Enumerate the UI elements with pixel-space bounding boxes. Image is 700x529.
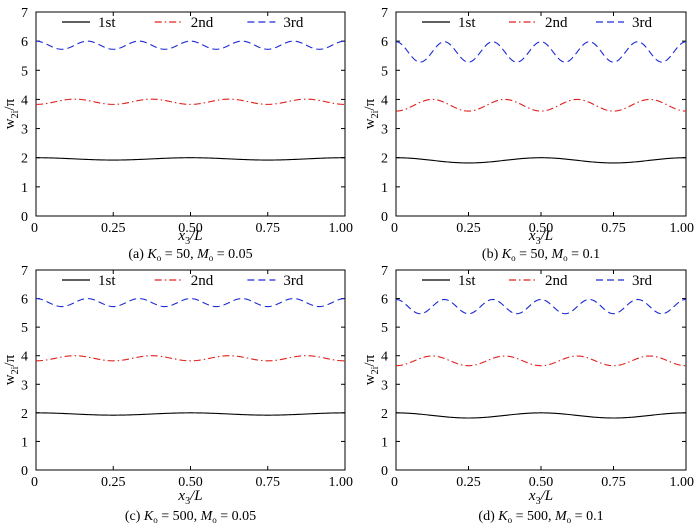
plot-frame	[35, 11, 346, 217]
x-tick-label: 0.25	[101, 475, 126, 490]
y-tick-label: 0	[21, 210, 28, 225]
legend-label-1st: 1st	[98, 15, 116, 31]
series-line-1st	[395, 157, 687, 164]
x-tick-label: 0.75	[256, 221, 281, 236]
x-tick-label: 0.75	[601, 221, 626, 236]
x-tick-label: 1.00	[670, 221, 695, 236]
x-axis-label: x3/L	[528, 488, 553, 507]
legend-label-2nd: 2nd	[191, 15, 214, 31]
x-tick-label: 0.50	[178, 475, 203, 490]
y-tick-label: 2	[381, 407, 388, 422]
y-tick-label: 1	[381, 181, 388, 196]
x-axis-label: x3/L	[177, 228, 202, 247]
y-tick-label: 5	[21, 321, 28, 336]
series-line-2nd	[395, 98, 687, 112]
y-tick-label: 3	[21, 123, 28, 138]
y-tick-label: 7	[381, 264, 388, 279]
y-tick-label: 3	[381, 378, 388, 393]
legend-label-2nd: 2nd	[191, 273, 214, 289]
y-tick-label: 4	[381, 350, 388, 365]
legend-label-1st: 1st	[458, 15, 476, 31]
panel-b: 0 1 2 3 4 5 6 7 0 0.25 0.50 0.75 1.00 1st 2nd 3rd w2i/π x…	[362, 6, 694, 263]
x-tick-label: 0.25	[456, 221, 481, 236]
y-tick-label: 2	[21, 152, 28, 167]
panel-a: 0 1 2 3 4 5 6 7 0 0.25 0.50 0.75 1.00 1st 2nd 3rd w2i/π x…	[2, 6, 353, 263]
panel-caption: (d) Ko = 500, Mo = 0.1	[478, 509, 603, 525]
x-tick-label: 0	[391, 475, 398, 490]
y-tick-label: 2	[381, 152, 388, 167]
plot-frame	[395, 269, 687, 471]
y-tick-label: 1	[21, 435, 28, 450]
series-line-1st	[396, 412, 686, 419]
x-tick-label: 1.00	[329, 475, 354, 490]
series-line-2nd	[35, 98, 346, 105]
y-tick-label: 0	[21, 464, 28, 479]
y-tick-label: 6	[21, 293, 28, 308]
y-tick-label: 1	[381, 435, 388, 450]
y-axis-label: w2i/π	[362, 98, 381, 129]
x-tick-label: 0.25	[456, 475, 481, 490]
y-tick-label: 6	[381, 35, 388, 50]
panel-caption: (c) Ko = 500, Mo = 0.05	[125, 509, 256, 525]
y-tick-label: 0	[381, 464, 388, 479]
y-axis-label: w2i/π	[2, 354, 21, 385]
y-tick-label: 2	[21, 407, 28, 422]
y-tick-label: 4	[381, 93, 388, 108]
x-tick-label: 0.50	[529, 475, 554, 490]
series-line-2nd	[395, 355, 687, 367]
x-tick-label: 0.25	[101, 221, 126, 236]
y-tick-label: 4	[21, 93, 28, 108]
legend-label-1st: 1st	[98, 273, 116, 289]
y-tick-label: 5	[381, 64, 388, 79]
panel-caption: (b) Ko = 50, Mo = 0.1	[482, 247, 600, 263]
series-line-2nd	[35, 355, 346, 362]
y-tick-label: 0	[381, 210, 388, 225]
y-tick-label: 5	[381, 321, 388, 336]
legend-label-3rd: 3rd	[632, 273, 652, 289]
legend-label-2nd: 2nd	[545, 15, 568, 31]
y-tick-label: 6	[381, 293, 388, 308]
x-tick-label: 0	[31, 475, 38, 490]
y-tick-label: 6	[21, 35, 28, 50]
y-tick-label: 3	[21, 378, 28, 393]
series-line-1st	[36, 412, 345, 416]
series-line-3rd	[35, 298, 346, 308]
x-axis-label: x3/L	[528, 228, 553, 247]
legend-label-3rd: 3rd	[283, 15, 303, 31]
plot-frame	[35, 269, 346, 471]
x-tick-label: 0	[391, 221, 398, 236]
series-line-3rd	[35, 40, 346, 50]
x-tick-label: 0	[31, 221, 38, 236]
y-tick-label: 1	[21, 181, 28, 196]
y-tick-label: 3	[381, 123, 388, 138]
x-tick-label: 0.50	[178, 221, 203, 236]
y-axis-label: w2i/π	[2, 98, 21, 129]
series-line-1st	[35, 157, 346, 161]
panel-d: 0 1 2 3 4 5 6 7 0 0.25 0.50 0.75 1.00 1st 2nd 3rd w2i/π x…	[362, 264, 694, 525]
legend-label-1st: 1st	[458, 273, 476, 289]
x-axis-label: x3/L	[177, 488, 202, 507]
series-line-3rd	[395, 298, 687, 315]
panel-caption: (a) Ko = 50, Mo = 0.05	[128, 247, 252, 263]
panel-c: 0 1 2 3 4 5 6 7 0 0.25 0.50 0.75 1.00 1st 2nd 3rd w2i/π x…	[2, 264, 353, 525]
x-tick-label: 0.50	[529, 221, 554, 236]
y-tick-label: 4	[21, 350, 28, 365]
y-tick-label: 5	[21, 64, 28, 79]
x-tick-label: 1.00	[670, 475, 695, 490]
y-tick-label: 7	[21, 264, 28, 279]
y-tick-label: 7	[381, 6, 388, 21]
series-line-3rd	[395, 41, 687, 63]
legend-label-3rd: 3rd	[632, 15, 652, 31]
legend-label-3rd: 3rd	[283, 273, 303, 289]
x-tick-label: 0.75	[256, 475, 281, 490]
y-tick-label: 7	[21, 6, 28, 21]
x-tick-label: 1.00	[329, 221, 354, 236]
legend-label-2nd: 2nd	[545, 273, 568, 289]
x-tick-label: 0.75	[601, 475, 626, 490]
y-axis-label: w2i/π	[362, 354, 381, 385]
plot-frame	[395, 11, 687, 217]
